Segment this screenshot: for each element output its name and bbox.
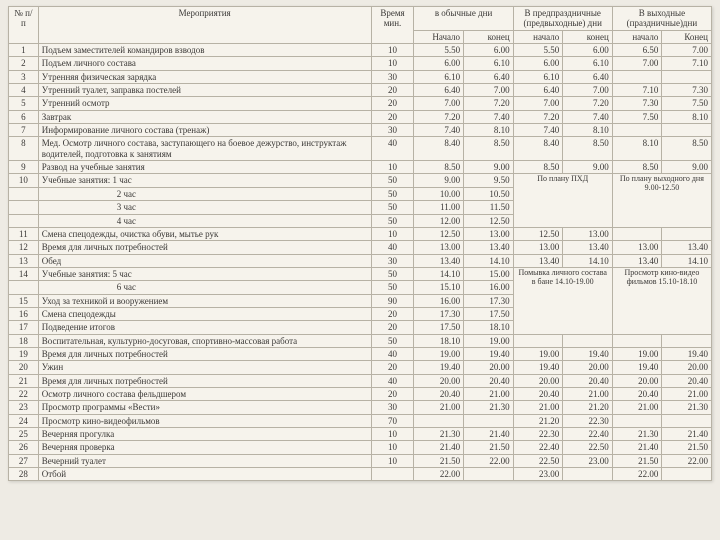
schedule-row: 5Утренний осмотр207.007.207.007.207.307.… [9, 97, 712, 110]
col-group-preholiday: В предпраздничные (предвыходные) дни [513, 7, 612, 31]
schedule-row: 11Смена спецодежды, очистка обуви, мытье… [9, 227, 712, 240]
schedule-row: 9Развод на учебные занятия108.509.008.50… [9, 161, 712, 174]
schedule-row: 19Время для личных потребностей4019.0019… [9, 347, 712, 360]
col-activity: Мероприятия [38, 7, 371, 44]
schedule-row: 23Просмотр программы «Вести»3021.0021.30… [9, 401, 712, 414]
col-minutes: Время мин. [371, 7, 414, 44]
col-group-ordinary: в обычные дни [414, 7, 513, 31]
schedule-row: 2Подъем личного состава106.006.106.006.1… [9, 57, 712, 70]
schedule-row: 3Утренняя физическая зарядка306.106.406.… [9, 70, 712, 83]
schedule-row: 25Вечерняя прогулка1021.3021.4022.3022.4… [9, 428, 712, 441]
schedule-row: 12Время для личных потребностей4013.0013… [9, 241, 712, 254]
schedule-row: 26Вечерняя проверка1021.4021.5022.4022.5… [9, 441, 712, 454]
schedule-row: 4Утренний туалет, заправка постелей206.4… [9, 84, 712, 97]
schedule-row: 6Завтрак207.207.407.207.407.508.10 [9, 110, 712, 123]
schedule-row: 21Время для личных потребностей4020.0020… [9, 374, 712, 387]
schedule-row: 27Вечерний туалет1021.5022.0022.5023.002… [9, 454, 712, 467]
schedule-row: 13Обед3013.4014.1013.4014.1013.4014.10 [9, 254, 712, 267]
schedule-row: 10Учебные занятия: 1 час509.009.50По пла… [9, 174, 712, 187]
col-number: № п/п [9, 7, 39, 44]
schedule-row: 1Подъем заместителей командиров взводов1… [9, 44, 712, 57]
schedule-row: 14Учебные занятия: 5 час5014.1015.00Помы… [9, 267, 712, 280]
schedule-row: 20Ужин2019.4020.0019.4020.0019.4020.00 [9, 361, 712, 374]
schedule-row: 8Мед. Осмотр личного состава, заступающе… [9, 137, 712, 161]
schedule-row: 18Воспитательная, культурно-досуговая, с… [9, 334, 712, 347]
col-group-holiday: В выходные (праздничные)дни [612, 7, 711, 31]
schedule-table: № п/п Мероприятия Время мин. в обычные д… [8, 6, 712, 481]
schedule-row: 28Отбой22.0023.0022.00 [9, 468, 712, 481]
schedule-row: 7Информирование личного состава (тренаж)… [9, 124, 712, 137]
schedule-row: 22Осмотр личного состава фельдшером2020.… [9, 387, 712, 400]
schedule-row: 24Просмотр кино-видеофильмов7021.2022.30 [9, 414, 712, 427]
